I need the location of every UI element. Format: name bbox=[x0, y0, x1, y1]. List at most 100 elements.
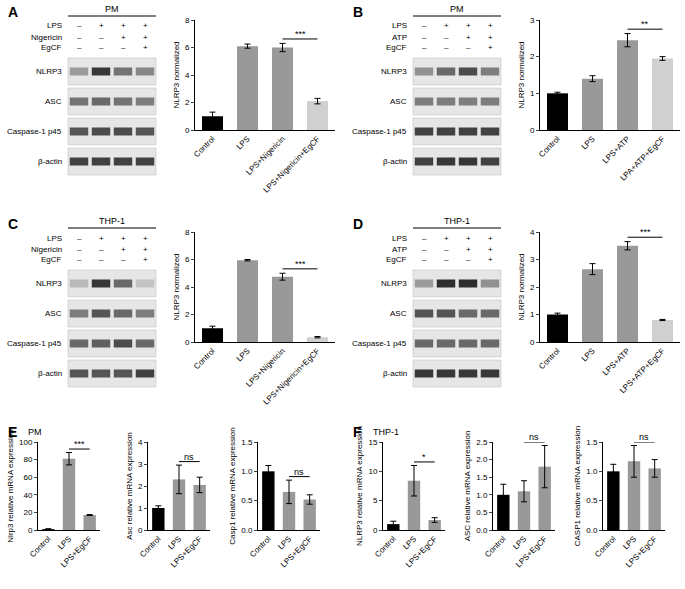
svg-text:THP-1: THP-1 bbox=[373, 427, 399, 437]
svg-text:3: 3 bbox=[138, 460, 143, 469]
svg-text:Control: Control bbox=[248, 534, 273, 559]
svg-text:+: + bbox=[143, 245, 148, 254]
svg-text:ATP: ATP bbox=[392, 245, 407, 254]
svg-text:EgCF: EgCF bbox=[386, 255, 407, 264]
svg-text:0.0: 0.0 bbox=[476, 526, 488, 535]
svg-text:LPA+ATP+EgCF: LPA+ATP+EgCF bbox=[618, 134, 666, 182]
svg-text:LPS+Nigericin+EgCF: LPS+Nigericin+EgCF bbox=[262, 134, 322, 194]
svg-text:+: + bbox=[99, 234, 104, 243]
svg-text:***: *** bbox=[74, 439, 85, 449]
svg-text:–: – bbox=[99, 245, 104, 254]
svg-text:LPS: LPS bbox=[166, 534, 183, 551]
svg-text:+: + bbox=[121, 21, 126, 30]
svg-text:–: – bbox=[77, 234, 82, 243]
svg-text:+: + bbox=[466, 234, 471, 243]
svg-text:–: – bbox=[466, 43, 471, 52]
svg-text:Caspase-1 p45: Caspase-1 p45 bbox=[7, 127, 62, 136]
svg-text:–: – bbox=[99, 255, 104, 264]
svg-text:LPS: LPS bbox=[276, 534, 293, 551]
svg-text:+: + bbox=[121, 33, 126, 42]
svg-text:LPS+ATP+EgCF: LPS+ATP+EgCF bbox=[618, 346, 667, 395]
svg-text:LPS: LPS bbox=[511, 534, 528, 551]
svg-text:***: *** bbox=[640, 227, 651, 237]
svg-text:LPS: LPS bbox=[580, 134, 597, 151]
svg-text:Control: Control bbox=[483, 534, 508, 559]
svg-text:+: + bbox=[121, 234, 126, 243]
svg-text:EgCF: EgCF bbox=[386, 43, 407, 52]
svg-text:Caspase-1 p45: Caspase-1 p45 bbox=[352, 127, 407, 136]
svg-text:NLRP3: NLRP3 bbox=[381, 279, 407, 288]
svg-text:ATP: ATP bbox=[392, 33, 407, 42]
svg-text:0: 0 bbox=[373, 526, 378, 535]
svg-text:PM: PM bbox=[28, 427, 42, 437]
svg-text:20: 20 bbox=[23, 508, 32, 517]
svg-text:40: 40 bbox=[23, 491, 32, 500]
svg-text:Caspase-1 p45: Caspase-1 p45 bbox=[7, 339, 62, 348]
svg-text:–: – bbox=[422, 245, 427, 254]
svg-text:6: 6 bbox=[185, 255, 190, 264]
svg-text:ns: ns bbox=[529, 432, 539, 442]
svg-text:0: 0 bbox=[530, 338, 535, 347]
svg-text:0.0: 0.0 bbox=[586, 526, 598, 535]
svg-text:8: 8 bbox=[185, 16, 190, 25]
svg-text:Control: Control bbox=[192, 134, 217, 159]
svg-text:C: C bbox=[8, 216, 18, 232]
svg-text:LPS: LPS bbox=[401, 534, 418, 551]
svg-text:ASC relative mRNA expression: ASC relative mRNA expression bbox=[463, 431, 472, 542]
svg-text:ns: ns bbox=[294, 467, 304, 477]
svg-text:–: – bbox=[99, 33, 104, 42]
svg-text:Control: Control bbox=[537, 346, 562, 371]
svg-text:+: + bbox=[488, 245, 493, 254]
svg-text:–: – bbox=[444, 255, 449, 264]
svg-text:LPS: LPS bbox=[621, 534, 638, 551]
svg-text:–: – bbox=[121, 43, 126, 52]
svg-text:NLRP3: NLRP3 bbox=[381, 67, 407, 76]
svg-text:–: – bbox=[466, 255, 471, 264]
svg-text:Nlrp3 relative mRNA expression: Nlrp3 relative mRNA expression bbox=[6, 429, 15, 542]
svg-text:–: – bbox=[444, 245, 449, 254]
svg-text:Asc relative mRNA expression: Asc relative mRNA expression bbox=[125, 432, 134, 540]
svg-text:F: F bbox=[353, 424, 362, 440]
svg-text:4: 4 bbox=[530, 228, 535, 237]
svg-text:ASC: ASC bbox=[390, 97, 407, 106]
svg-text:+: + bbox=[121, 245, 126, 254]
svg-text:+: + bbox=[488, 43, 493, 52]
svg-text:LPS+EgCF: LPS+EgCF bbox=[169, 534, 204, 569]
svg-text:15: 15 bbox=[368, 438, 377, 447]
svg-text:LPS+EgCF: LPS+EgCF bbox=[624, 534, 659, 569]
svg-text:–: – bbox=[77, 43, 82, 52]
svg-text:4: 4 bbox=[138, 438, 143, 447]
svg-text:LPS: LPS bbox=[235, 134, 252, 151]
svg-text:–: – bbox=[77, 255, 82, 264]
svg-text:+: + bbox=[488, 33, 493, 42]
svg-text:5: 5 bbox=[373, 496, 378, 505]
svg-text:+: + bbox=[488, 255, 493, 264]
svg-text:LPS: LPS bbox=[47, 21, 62, 30]
svg-text:EgCF: EgCF bbox=[41, 43, 62, 52]
svg-text:+: + bbox=[444, 21, 449, 30]
svg-text:3: 3 bbox=[530, 255, 535, 264]
svg-text:–: – bbox=[99, 43, 104, 52]
svg-text:–: – bbox=[422, 255, 427, 264]
svg-text:NLRP3 normalized: NLRP3 normalized bbox=[517, 41, 526, 108]
svg-text:+: + bbox=[466, 33, 471, 42]
svg-text:+: + bbox=[488, 21, 493, 30]
svg-text:β-actin: β-actin bbox=[383, 369, 407, 378]
svg-text:LPS+Nigericin: LPS+Nigericin bbox=[244, 134, 286, 176]
svg-text:–: – bbox=[77, 245, 82, 254]
svg-text:B: B bbox=[353, 4, 363, 20]
svg-text:+: + bbox=[488, 234, 493, 243]
svg-text:NLRP3 normalized: NLRP3 normalized bbox=[517, 253, 526, 320]
svg-text:2: 2 bbox=[185, 310, 190, 319]
svg-text:NLRP3: NLRP3 bbox=[36, 279, 62, 288]
svg-text:+: + bbox=[143, 234, 148, 243]
svg-text:+: + bbox=[444, 234, 449, 243]
svg-text:+: + bbox=[143, 255, 148, 264]
svg-text:Control: Control bbox=[138, 534, 163, 559]
svg-text:CASP1 relative mRNA expression: CASP1 relative mRNA expression bbox=[573, 426, 582, 547]
svg-text:THP-1: THP-1 bbox=[444, 216, 470, 226]
svg-text:–: – bbox=[422, 234, 427, 243]
svg-text:+: + bbox=[466, 245, 471, 254]
svg-text:ns: ns bbox=[184, 452, 194, 462]
svg-text:–: – bbox=[444, 33, 449, 42]
